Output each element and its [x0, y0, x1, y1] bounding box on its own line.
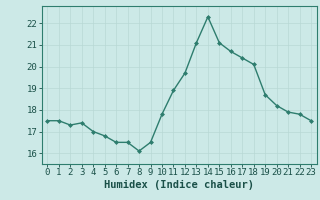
- X-axis label: Humidex (Indice chaleur): Humidex (Indice chaleur): [104, 180, 254, 190]
